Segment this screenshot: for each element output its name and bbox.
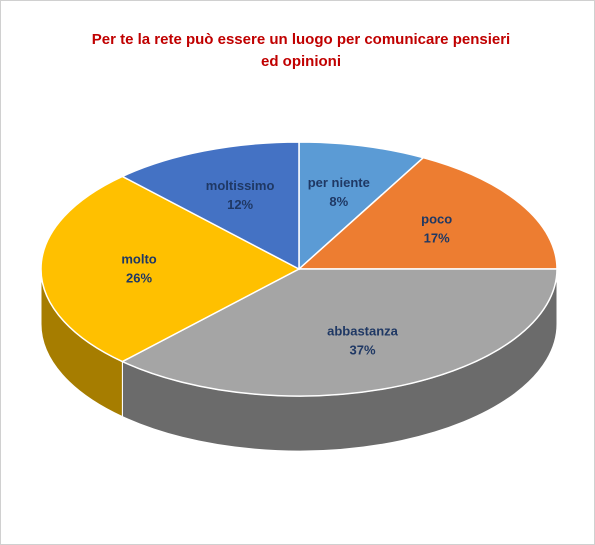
slice-value-label: 37% [350,343,376,358]
slice-value-label: 12% [227,197,253,212]
slice-label: molto [121,251,156,266]
slice-label: moltissimo [206,178,275,193]
slice-label: per niente [308,175,370,190]
slice [297,156,558,270]
slice [120,268,558,397]
slice-value-label: 17% [424,230,450,245]
slice-label: abbastanza [327,324,399,339]
chart-title: Per te la rete può essere un luogo per c… [91,31,511,70]
slice [120,141,300,271]
slice [298,141,425,271]
slice [40,175,301,363]
slice-value-label: 26% [126,270,152,285]
slice-label: poco [421,211,452,226]
slice-value-label: 8% [329,194,348,209]
